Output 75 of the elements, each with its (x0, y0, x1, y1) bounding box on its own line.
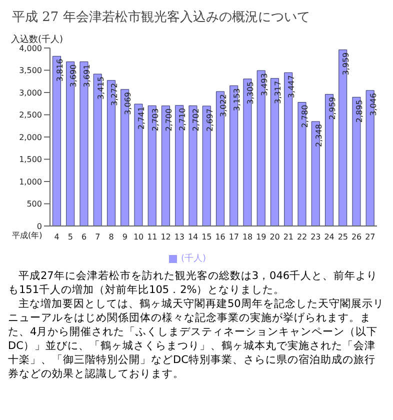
x-tick-label: 25 (338, 232, 348, 242)
x-tick-label: 4 (54, 232, 60, 242)
y-tick-label: 2,000 (19, 132, 42, 142)
data-label: 3,493 (260, 73, 269, 96)
bar (243, 78, 252, 226)
data-label: 2,702 (192, 108, 201, 132)
bar (188, 106, 198, 226)
data-label: 3,022 (218, 94, 228, 117)
data-label: 3,272 (110, 82, 119, 106)
data-label: 2,780 (300, 104, 310, 128)
bar (338, 50, 348, 226)
data-label: 3,069 (124, 92, 133, 115)
x-tick-label: 21 (283, 232, 294, 242)
data-label: 2,703 (150, 108, 160, 132)
data-label: 2,348 (314, 124, 324, 147)
y-tick-label: 500 (26, 200, 42, 209)
x-tick-label: 27 (365, 232, 376, 242)
bar (134, 104, 143, 226)
data-label: 2,700 (164, 108, 174, 132)
data-label: 3,046 (368, 93, 378, 116)
x-tick-label: 24 (324, 232, 334, 242)
bar (352, 96, 361, 226)
y-tick-label: 2,500 (19, 110, 42, 120)
data-label: 2,741 (137, 106, 146, 130)
x-tick-label: 12 (160, 232, 171, 242)
text: 主な増加要因としては、鶴ヶ城天守閣再建50周年を記念した天守閣展示リニューアルをはじめ関係団体の様々な記念事業の実施が挙げられます。また、4月から開催された「ふくしまデスティネーションキャンペーン（以下DC）」並びに、「鶴ヶ城さくらまつり」、鶴ヶ城本丸で実施された「会津十楽」、「御三階特別公開」などDC特別事業、さらに県の宿泊助成の旅行券などの効果と認識しております。 (8, 297, 385, 381)
data-label: 2,710 (178, 108, 188, 131)
x-tick-label: 23 (310, 232, 321, 242)
x-tick-label: 19 (256, 232, 266, 242)
data-label: 3,415 (96, 76, 106, 100)
y-tick-label: 0 (36, 222, 42, 231)
data-label: 2,895 (355, 100, 364, 123)
y-tick-label: 4,000 (19, 44, 42, 53)
x-tick-label: 17 (228, 232, 240, 242)
x-tick-label: 16 (215, 232, 226, 242)
x-tick-label: 9 (122, 232, 128, 242)
data-label: 2,697 (205, 108, 214, 132)
x-tick-label: 7 (95, 232, 100, 242)
bar (80, 62, 88, 226)
bar (230, 85, 238, 226)
y-tick-label: 1,500 (19, 155, 42, 164)
legend-label: (千人) (180, 254, 206, 264)
data-label: 3,959 (342, 52, 351, 76)
data-label: 3,691 (82, 64, 92, 88)
data-label: 3,447 (287, 75, 296, 98)
data-label: 3,816 (55, 58, 64, 82)
bar (298, 102, 306, 226)
data-label: 3,317 (273, 80, 282, 104)
x-tick-label: 11 (147, 232, 158, 242)
x-tick-label: 15 (202, 232, 212, 242)
y-tick-label: 1,000 (19, 177, 42, 186)
data-label: 3,305 (246, 81, 256, 104)
x-tick-label: 22 (296, 232, 308, 242)
x-tick-label: 13 (174, 232, 185, 242)
x-tick-label: 26 (351, 232, 362, 242)
data-label: 3,690 (69, 64, 78, 88)
y-tick-label: 3,000 (19, 88, 42, 98)
data-label: 3,153 (232, 88, 242, 112)
x-tick-label: 5 (68, 232, 73, 242)
bar (175, 105, 184, 226)
x-tick-label: 18 (242, 232, 253, 242)
bar (66, 62, 75, 226)
bar (284, 72, 293, 226)
text: 平成27年に会津若松市を訪れた観光客の総数は3，046千人と、前年よりも151千人の増加（対前年比105．2%）となりました。 (8, 269, 379, 297)
x-tick-label: 10 (133, 232, 144, 242)
x-tick-label: 8 (108, 232, 114, 242)
x-tick-label: 6 (82, 232, 87, 242)
chart-title: 平成 27 年会津若松市観光客入込みの概況について (12, 9, 311, 26)
bar (120, 89, 130, 226)
data-label: 2,959 (328, 96, 337, 120)
y-axis-title: 入込数(千人) (10, 34, 64, 45)
x-axis-title: 平成(年) (12, 231, 42, 240)
y-tick-label: 3,500 (19, 66, 42, 76)
x-tick-label: 20 (270, 232, 280, 242)
x-tick-label: 14 (188, 232, 198, 242)
